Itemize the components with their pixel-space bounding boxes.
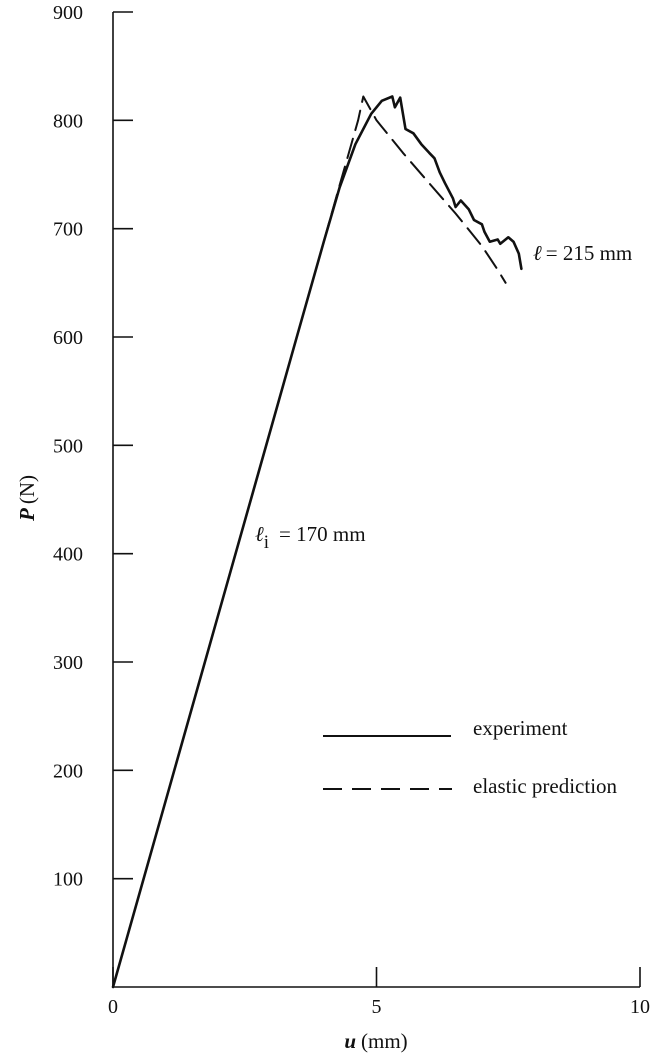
legend: experiment elastic prediction	[323, 716, 618, 798]
x-tick-label: 0	[108, 996, 118, 1018]
legend-label-elastic-prediction: elastic prediction	[473, 774, 618, 798]
y-tick-label: 200	[53, 760, 83, 782]
y-tick-label: 500	[53, 435, 83, 457]
y-tick-label: 700	[53, 219, 83, 241]
axes	[112, 12, 640, 988]
x-tick-label: 10	[630, 996, 650, 1018]
series-line-elastic-prediction	[322, 95, 507, 284]
x-axis-label: u (mm)	[344, 1029, 407, 1053]
y-axis-label: P(N)	[15, 475, 39, 522]
y-tick-label: 300	[53, 652, 83, 674]
ticks: 0 5 10 100 200 300 400 500 600 700 800 900	[53, 2, 650, 1018]
annotation-initial-length: ℓi = 170 mm	[255, 522, 366, 553]
y-tick-label: 100	[53, 869, 83, 891]
series	[111, 95, 523, 989]
y-tick-label: 800	[53, 110, 83, 132]
y-tick-label: 400	[53, 544, 83, 566]
y-tick-label: 600	[53, 327, 83, 349]
annotation-final-length: ℓ = 215 mm	[533, 241, 632, 265]
y-tick-label: 900	[53, 2, 83, 24]
x-tick-label: 5	[372, 996, 382, 1018]
legend-label-experiment: experiment	[473, 716, 568, 740]
